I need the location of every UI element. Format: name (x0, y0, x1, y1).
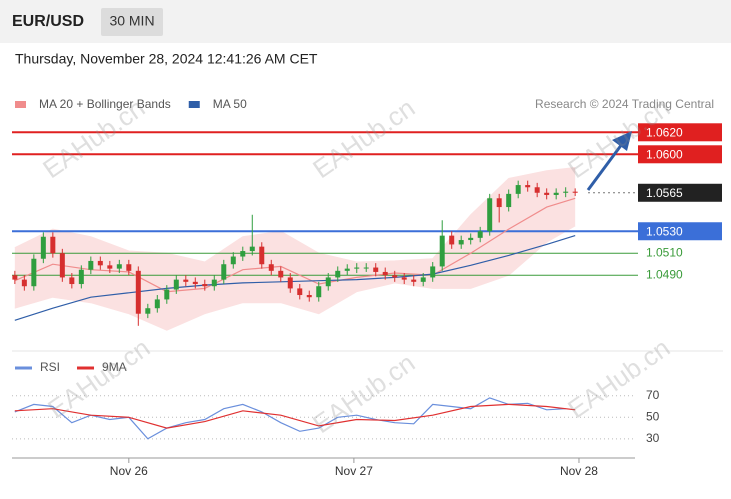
candle-body (506, 193, 512, 208)
candle-body (363, 267, 369, 269)
watermark: EAHub.cn (307, 92, 420, 184)
candle-body (468, 237, 474, 241)
candle-body (544, 192, 550, 195)
level-box (638, 145, 722, 164)
plot: 1.0620 1.0600 1.0565 1.0530 1.0510 1.0490 MA 2… (12, 97, 722, 478)
candle-body (392, 275, 398, 278)
candle-body (572, 191, 578, 193)
series-line (14, 235, 576, 321)
candle-body (515, 185, 521, 194)
candle-body (97, 260, 103, 266)
candle-body (69, 277, 75, 285)
candle-body (221, 264, 227, 280)
candle-body (88, 260, 94, 270)
level-label: 1.0565 (646, 186, 683, 200)
candle-body (534, 187, 540, 193)
candle-body (78, 269, 84, 285)
candle-body (116, 264, 122, 269)
candle-body (154, 299, 160, 309)
candle-body (107, 265, 113, 269)
candle-body (373, 267, 379, 272)
candle-body (325, 277, 331, 287)
candle-body (50, 236, 56, 254)
candle-body (553, 192, 559, 195)
y-tick-label: 70 (646, 388, 660, 402)
candle-body (145, 308, 151, 314)
candle-body (525, 185, 531, 188)
candle-body (192, 281, 198, 285)
legend-swatch (15, 101, 26, 108)
forecast-arrow (586, 143, 624, 191)
y-tick-label: 30 (646, 431, 660, 445)
level-label: 1.0600 (646, 147, 683, 161)
candle-body (259, 246, 265, 265)
candle-body (183, 279, 189, 282)
candle-body (306, 295, 312, 298)
x-tick-label: Nov 27 (335, 464, 373, 478)
candle-body (430, 266, 436, 278)
candle-body (21, 279, 27, 287)
level-label: 1.0510 (646, 245, 683, 259)
legend-label: MA 20 + Bollinger Bands (39, 97, 171, 111)
timeframe-box (101, 8, 163, 36)
bollinger-band (14, 167, 576, 331)
x-tick-label: Nov 26 (110, 464, 148, 478)
candle-body (487, 198, 493, 232)
candle-body (496, 198, 502, 208)
candle-body (59, 253, 65, 278)
candle-body (411, 279, 417, 282)
legend-label: 9MA (102, 360, 127, 374)
candle-body (173, 279, 179, 290)
candle-body (344, 268, 350, 271)
candle-body (287, 277, 293, 289)
level-label: 1.0530 (646, 224, 683, 238)
candle-body (439, 235, 445, 267)
candle-body (40, 236, 46, 259)
candle-body (420, 277, 426, 282)
legend-label: MA 50 (213, 97, 247, 111)
candle-body (164, 289, 170, 300)
level-box (638, 222, 722, 241)
candle-body (249, 246, 255, 252)
band-lower (14, 225, 576, 331)
timeframe: 30 MIN (109, 13, 154, 29)
candle-body (135, 270, 141, 314)
candle-body (477, 231, 483, 238)
candle-body (382, 271, 388, 276)
level-label: 1.0620 (646, 125, 683, 139)
watermark: EAHub.cn (307, 347, 420, 439)
candle-body (202, 284, 208, 287)
candle-body (316, 286, 322, 298)
candle-body (335, 270, 341, 278)
legend-swatch (188, 101, 200, 108)
candle-body (449, 235, 455, 245)
level-label: 1.0490 (646, 267, 683, 281)
candle-body (230, 256, 236, 265)
symbol: EUR/USD (12, 13, 84, 30)
credit: Research © 2024 Trading Central (535, 97, 714, 111)
candle-body (297, 288, 303, 296)
watermark: EAHub.cn (42, 332, 155, 424)
y-tick-label: 50 (646, 409, 660, 423)
candle-body (211, 279, 217, 287)
x-tick-label: Nov 28 (560, 464, 598, 478)
candle-body (458, 240, 464, 245)
candle-body (563, 191, 569, 193)
candle-body (240, 251, 246, 257)
candle-body (31, 258, 37, 287)
datetime: Thursday, November 28, 2024 12:41:26 AM … (15, 51, 318, 67)
candle-body (354, 267, 360, 269)
candle-body (278, 270, 284, 278)
series-line (14, 403, 576, 429)
candle-body (401, 277, 407, 280)
candle-body (268, 264, 274, 271)
candle-body (126, 264, 132, 271)
level-box (638, 183, 722, 202)
arrow-head (612, 131, 632, 151)
candle-body (12, 275, 18, 280)
legend-label: RSI (40, 360, 60, 374)
level-box (638, 123, 722, 142)
